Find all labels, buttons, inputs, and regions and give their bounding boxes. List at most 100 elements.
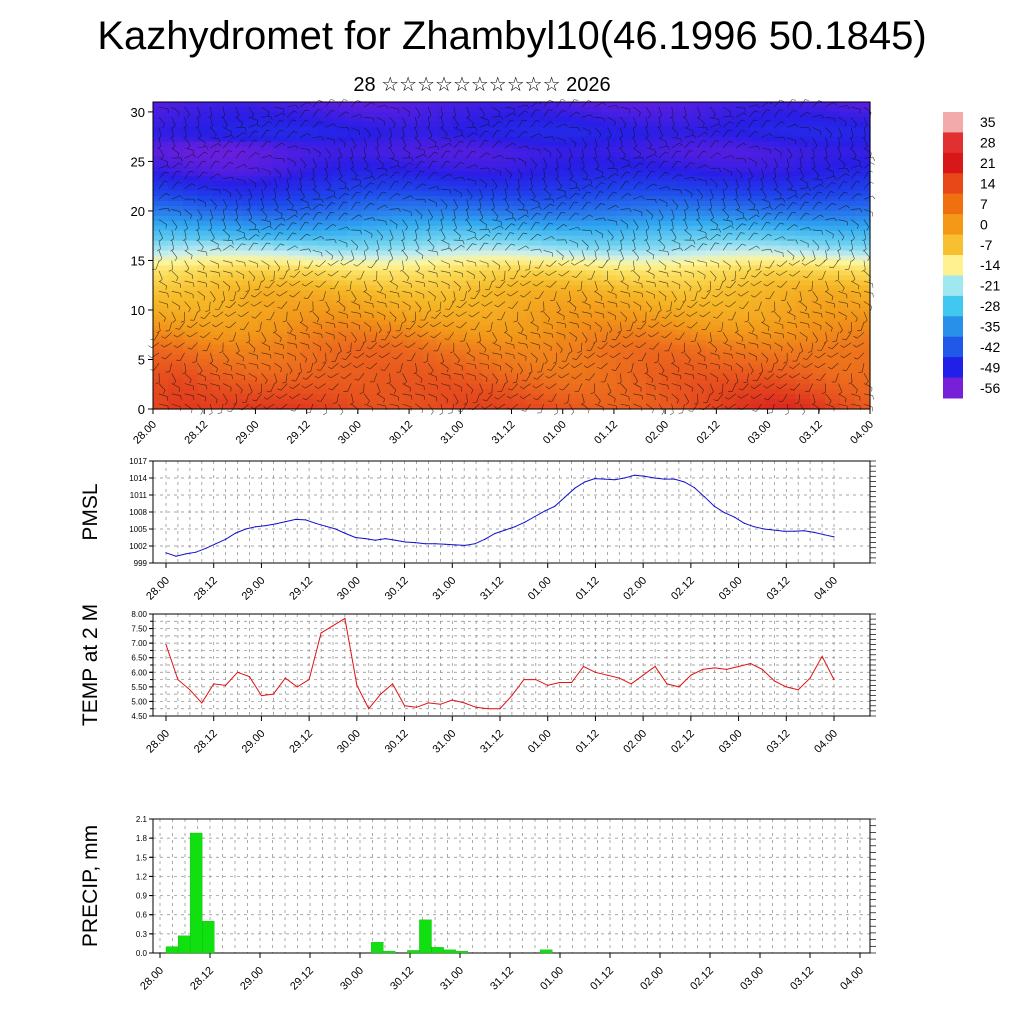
wind-barb: [389, 280, 398, 287]
wind-barb: [804, 260, 813, 266]
wind-barb-flag: [782, 136, 786, 141]
wind-barb: [376, 204, 385, 210]
wind-barb: [744, 270, 749, 280]
wind-barb: [607, 147, 611, 157]
wind-barb-flag: [471, 140, 476, 142]
heat-cell: [377, 389, 393, 395]
heat-cell: [660, 300, 677, 306]
wind-barb-flag: [731, 279, 736, 282]
wind-barb-flag: [827, 165, 831, 170]
wind-barb: [248, 219, 257, 226]
wind-barb-flag: [465, 217, 469, 221]
wind-barb: [248, 270, 256, 278]
heat-cell: [780, 379, 796, 385]
wind-barb-flag: [596, 165, 600, 170]
heat-cell: [377, 121, 393, 128]
heat-cell: [466, 225, 483, 232]
wind-barb: [709, 270, 717, 278]
heat-cell: [481, 394, 498, 400]
wind-barb: [761, 188, 767, 197]
wind-barb: [235, 270, 245, 276]
wind-barb: [799, 192, 807, 200]
wind-barb: [795, 280, 801, 290]
heat-cell: [257, 270, 274, 276]
heat-cell: [287, 295, 303, 301]
heat-cell: [526, 364, 542, 370]
wind-barb: [620, 137, 623, 147]
heat-cell: [705, 102, 722, 108]
heat-cell: [541, 374, 557, 380]
heat-cell: [421, 126, 438, 133]
wind-barb-flag: [673, 237, 677, 241]
heat-cell: [780, 305, 796, 311]
heat-cell: [287, 290, 303, 296]
heat-cell: [227, 374, 244, 380]
wind-barb: [453, 106, 456, 116]
wind-barb: [363, 182, 371, 190]
heat-cell: [840, 270, 856, 276]
wind-barb-flag: [585, 174, 589, 179]
heat-cell: [377, 339, 393, 346]
heat-cell: [795, 196, 811, 202]
wind-barb-flag: [715, 140, 720, 142]
wind-barb-flag: [861, 269, 866, 272]
wind-barb: [210, 188, 220, 191]
heat-cell: [840, 285, 856, 291]
heat-cell: [511, 201, 528, 207]
heat-cell: [406, 171, 423, 177]
heat-cell: [466, 201, 483, 207]
heat-cell: [167, 210, 184, 217]
wind-barb-flag: [791, 288, 796, 290]
wind-barb: [351, 250, 355, 259]
wind-barb: [754, 270, 762, 278]
heat-cell: [421, 404, 438, 410]
heat-cell: [526, 136, 542, 143]
heat-cell: [735, 349, 752, 356]
heat-cell: [377, 215, 393, 222]
wind-barb-flag: [534, 267, 539, 269]
wind-barb-flag: [434, 171, 439, 174]
heat-cell: [675, 250, 692, 257]
wind-barb: [351, 158, 354, 167]
heat-cell: [227, 186, 244, 192]
heat-cell: [302, 334, 318, 341]
wind-barb-flag: [500, 225, 504, 229]
wind-barb-flag: [318, 222, 323, 225]
heat-cell: [436, 309, 453, 316]
heat-cell: [720, 186, 737, 192]
heat-cell: [153, 205, 169, 212]
wind-barb: [863, 181, 871, 190]
heat-cell: [810, 329, 826, 336]
heat-cell: [541, 379, 557, 385]
heat-cell: [541, 394, 557, 400]
wind-barb-flag: [183, 135, 187, 139]
heat-cell: [631, 235, 647, 242]
heat-cell: [586, 196, 602, 202]
wind-barb: [338, 250, 344, 259]
wind-barb: [517, 214, 526, 220]
heat-cell: [167, 300, 184, 306]
heat-cell: [257, 225, 274, 232]
wind-barb-flag: [334, 239, 337, 244]
heat-cell: [272, 176, 289, 182]
wind-barb-flag: [522, 205, 525, 210]
wind-barb: [658, 280, 668, 284]
heat-cell: [377, 220, 393, 227]
heat-cell: [675, 121, 692, 128]
heat-cell: [392, 389, 408, 395]
heat-cell: [556, 270, 572, 276]
heat-cell: [242, 136, 259, 143]
heat-cell: [406, 255, 423, 262]
wind-barb: [197, 239, 204, 248]
heat-cell: [167, 309, 184, 316]
wind-barb: [543, 250, 553, 253]
wind-barb-flag: [524, 131, 529, 134]
wind-barb-flag: [616, 168, 619, 173]
heat-cell: [526, 369, 542, 375]
wind-barb-flag: [554, 166, 559, 170]
heat-cell: [362, 290, 378, 296]
heat-cell: [840, 394, 856, 400]
wind-barb-flag: [644, 238, 648, 242]
wind-barb: [786, 250, 795, 257]
heat-cell: [287, 275, 303, 281]
